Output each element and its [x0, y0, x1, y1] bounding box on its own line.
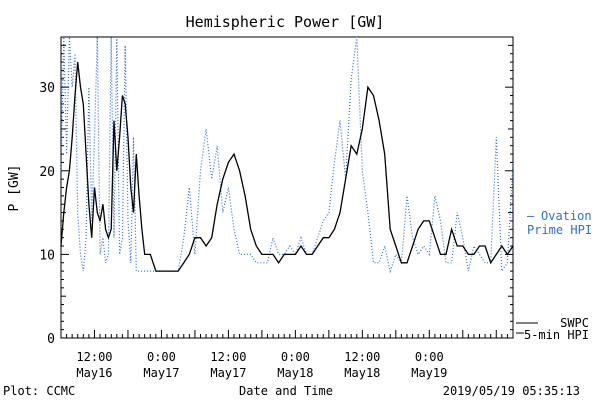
swpc-hpi-line	[60, 62, 514, 272]
x-tick-time: 0:00	[415, 350, 444, 364]
x-axis-label: Date and Time	[239, 384, 333, 398]
legend-ovation: – Ovation Prime HPI	[527, 209, 592, 237]
ovation-hpi-line	[60, 36, 514, 274]
x-tick-time: 12:00	[344, 350, 380, 364]
y-tick-label: 10	[39, 248, 55, 263]
footer-right: 2019/05/19 05:35:13	[443, 384, 580, 398]
x-tick-date: May16	[76, 366, 112, 380]
y-tick-label: 20	[39, 165, 55, 180]
legend-swpc-line2: 5-min HPI	[524, 328, 589, 342]
x-tick-date: May17	[143, 366, 179, 380]
y-tick-label: 30	[39, 81, 55, 96]
legend-ovation-line1: Ovation	[541, 209, 592, 223]
y-axis-label: P [GW]	[7, 165, 22, 212]
legend-ovation-line2: Prime HPI	[527, 223, 592, 237]
x-tick-date: May18	[344, 366, 380, 380]
x-tick-date: May18	[277, 366, 313, 380]
chart-title: Hemispheric Power [GW]	[186, 13, 385, 31]
plot-frame	[60, 36, 514, 339]
footer-left: Plot: CCMC	[3, 384, 75, 398]
legend-swpc-line1: SWPC	[560, 316, 589, 330]
x-tick-time: 12:00	[76, 350, 112, 364]
x-tick-time: 12:00	[210, 350, 246, 364]
x-axis: 12:00 May16 0:00 May17 12:00 May17 0:00 May18 12…	[66, 330, 508, 380]
y-axis: 0 10 20 30	[39, 44, 513, 347]
ovation-dash: –	[527, 209, 535, 223]
series-layer	[60, 36, 514, 274]
x-tick-time: 0:00	[147, 350, 176, 364]
y-tick-label: 0	[47, 332, 55, 347]
x-tick-time: 0:00	[281, 350, 310, 364]
x-tick-date: May17	[210, 366, 246, 380]
x-tick-date: May19	[411, 366, 447, 380]
legend-swpc: SWPC 5-min HPI	[516, 316, 589, 342]
